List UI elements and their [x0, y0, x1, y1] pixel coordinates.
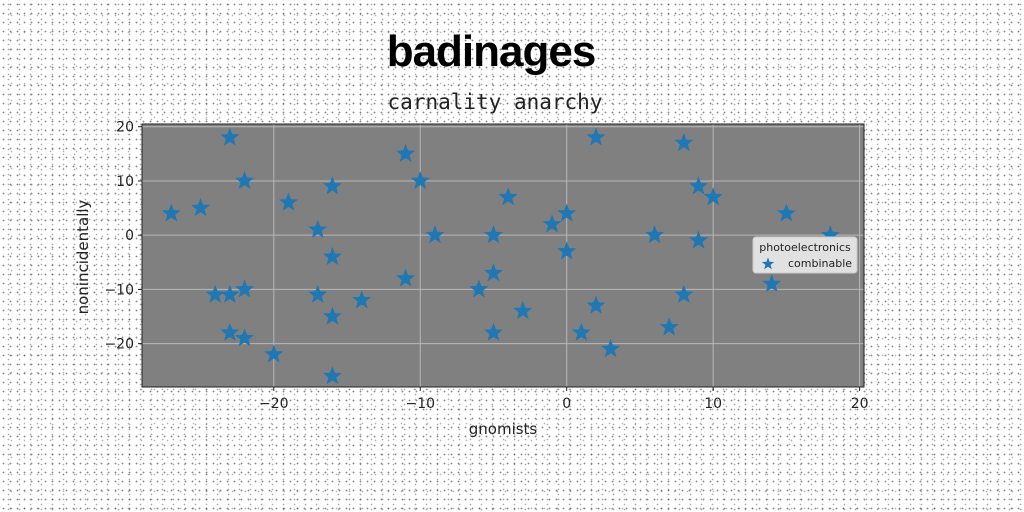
chart-title: badinages — [387, 27, 596, 76]
x-tick-label: 0 — [562, 396, 571, 412]
data-point — [483, 225, 503, 244]
data-point — [235, 328, 255, 347]
data-point — [220, 284, 240, 303]
data-point — [322, 176, 342, 195]
data-point — [703, 187, 723, 206]
y-tick-label: 0 — [125, 228, 134, 244]
plot-frame — [141, 123, 865, 388]
x-tick-label: 20 — [851, 396, 869, 412]
data-point — [205, 284, 225, 303]
data-point — [410, 170, 430, 190]
y-tick-label: −10 — [104, 282, 134, 298]
data-point — [645, 225, 665, 244]
data-points — [161, 127, 840, 385]
data-point — [235, 279, 255, 298]
data-point — [557, 241, 577, 260]
data-point — [689, 230, 709, 249]
data-point — [586, 127, 606, 146]
data-point — [308, 284, 328, 303]
data-point — [513, 301, 533, 320]
data-point — [674, 132, 694, 152]
data-point — [308, 219, 328, 238]
data-point — [161, 203, 181, 222]
legend-box — [752, 236, 858, 274]
x-tick-label: −10 — [405, 396, 435, 412]
data-point — [483, 322, 503, 341]
legend-title: photoelectronics — [759, 241, 851, 254]
x-tick-label: −20 — [259, 396, 289, 412]
data-point — [220, 322, 240, 341]
data-point — [396, 268, 416, 287]
data-point — [586, 295, 606, 314]
chart-subtitle: carnality anarchy — [388, 90, 603, 114]
data-point — [820, 225, 840, 244]
data-point — [601, 339, 621, 358]
data-point — [689, 176, 709, 195]
data-point — [674, 284, 694, 303]
data-point — [322, 246, 342, 265]
data-point — [542, 214, 562, 233]
data-point — [191, 198, 211, 217]
data-point — [557, 203, 577, 222]
legend-entry-combinable: combinable — [788, 257, 852, 270]
data-point — [776, 203, 796, 222]
legend: photoelectronics combinable — [752, 236, 858, 274]
data-point — [264, 344, 284, 363]
axis-ticks: −20 −10 0 10 20 20 10 0 −10 −20 — [104, 120, 868, 412]
data-point — [762, 273, 782, 293]
legend-star-marker — [761, 257, 775, 270]
y-tick-label: 20 — [116, 120, 134, 136]
data-point — [571, 322, 591, 341]
data-point — [235, 170, 255, 190]
data-point — [322, 366, 342, 385]
data-point — [278, 192, 298, 211]
data-point — [396, 143, 416, 162]
y-axis-label: nonincidentally — [74, 199, 92, 314]
data-point — [469, 279, 489, 298]
data-point — [483, 263, 503, 282]
x-axis-label: gnomists — [469, 420, 538, 438]
data-point — [322, 306, 342, 325]
data-point — [498, 187, 518, 206]
data-point — [220, 127, 240, 146]
data-point — [352, 290, 372, 309]
y-tick-label: −20 — [104, 337, 134, 353]
x-tick-label: 10 — [704, 396, 722, 412]
y-tick-label: 10 — [116, 174, 134, 190]
data-point — [659, 317, 679, 336]
data-point — [425, 225, 445, 244]
